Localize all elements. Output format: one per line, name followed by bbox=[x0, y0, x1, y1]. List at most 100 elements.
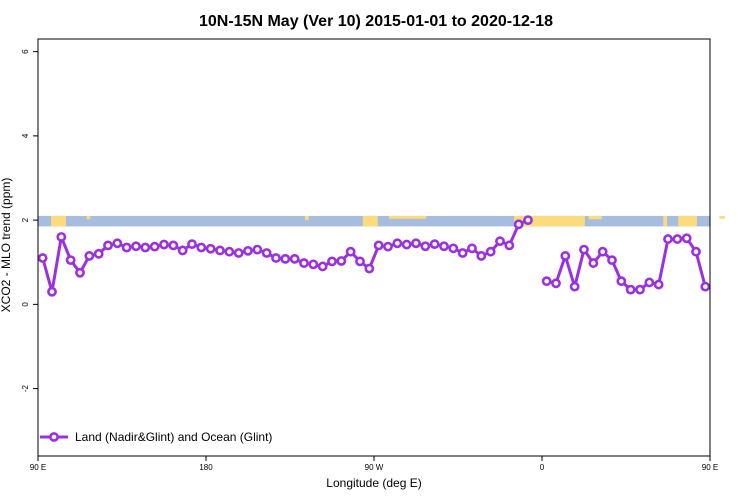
x-tick-label: 90 W bbox=[365, 463, 384, 472]
land-segment-4 bbox=[388, 215, 427, 219]
data-point bbox=[308, 259, 319, 270]
data-point bbox=[579, 244, 589, 255]
data-point bbox=[103, 240, 113, 251]
data-point bbox=[196, 242, 207, 253]
x-tick-label: 0 bbox=[540, 463, 545, 472]
x-tick-label: 180 bbox=[199, 463, 213, 472]
y-axis: 6 4 2 0 -2 bbox=[21, 49, 38, 392]
data-point bbox=[691, 246, 701, 257]
data-point bbox=[75, 267, 85, 278]
data-point bbox=[37, 253, 48, 263]
data-point bbox=[168, 240, 179, 251]
data-point bbox=[317, 261, 328, 272]
y-axis-label: XCO2 - MLO trend (ppm) bbox=[0, 178, 13, 313]
x-axis: 90 E 180 90 W 0 90 E bbox=[30, 456, 718, 472]
data-point bbox=[280, 253, 291, 264]
data-point bbox=[597, 246, 608, 257]
data-point bbox=[252, 244, 263, 255]
data-point bbox=[299, 258, 309, 268]
x-axis-label: Longitude (deg E) bbox=[326, 476, 421, 490]
legend-label: Land (Nadir&Glint) and Ocean (Glint) bbox=[75, 430, 272, 444]
data-point bbox=[327, 256, 337, 267]
data-point bbox=[495, 236, 505, 247]
data-point bbox=[271, 253, 281, 263]
data-point bbox=[700, 281, 711, 292]
data-point bbox=[467, 243, 477, 254]
data-point bbox=[485, 246, 496, 257]
x-tick-label: 90 E bbox=[702, 463, 718, 472]
legend: Land (Nadir&Glint) and Ocean (Glint) bbox=[40, 430, 272, 444]
data-point bbox=[364, 263, 375, 274]
data-point bbox=[392, 238, 403, 249]
data-point bbox=[653, 279, 664, 290]
land-segment-0 bbox=[51, 215, 66, 227]
data-point bbox=[373, 240, 384, 251]
y-tick-label: 2 bbox=[21, 217, 30, 222]
land-segment-9 bbox=[719, 215, 725, 219]
data-point bbox=[672, 234, 683, 244]
y-tick-label: 0 bbox=[21, 302, 30, 307]
data-point bbox=[607, 255, 617, 266]
data-point bbox=[224, 246, 235, 257]
x-tick-label: 90 E bbox=[30, 463, 46, 472]
data-point bbox=[504, 240, 515, 251]
data-point bbox=[513, 219, 524, 230]
data-point bbox=[541, 276, 552, 287]
data-point bbox=[588, 258, 599, 268]
data-point bbox=[233, 248, 244, 258]
data-point bbox=[523, 215, 533, 226]
y-tick-label: 4 bbox=[21, 133, 30, 138]
land-segment-5 bbox=[514, 215, 585, 227]
data-point bbox=[411, 238, 421, 249]
data-point bbox=[131, 241, 141, 252]
data-point bbox=[289, 253, 300, 264]
data-point bbox=[93, 248, 104, 259]
data-point bbox=[243, 245, 253, 256]
data-point bbox=[84, 251, 95, 261]
y-tick-label: 6 bbox=[21, 49, 30, 54]
data-point bbox=[448, 243, 459, 254]
data-point bbox=[56, 232, 67, 242]
data-point bbox=[159, 239, 169, 250]
data-point bbox=[644, 277, 655, 288]
data-point bbox=[439, 241, 449, 252]
data-point bbox=[616, 276, 627, 287]
data-point bbox=[551, 278, 561, 289]
land-segment-2 bbox=[304, 215, 309, 221]
data-point bbox=[121, 242, 132, 253]
land-segment-3 bbox=[362, 215, 378, 227]
data-point bbox=[47, 286, 57, 297]
legend-marker-swatch bbox=[49, 432, 59, 442]
land-segment-7 bbox=[663, 215, 668, 227]
data-point bbox=[681, 233, 692, 244]
data-point bbox=[65, 255, 76, 266]
data-point bbox=[112, 238, 123, 249]
data-point bbox=[336, 256, 347, 266]
data-point bbox=[177, 245, 188, 256]
data-point bbox=[429, 239, 440, 250]
data-point bbox=[205, 243, 216, 254]
data-point bbox=[420, 241, 431, 252]
land-segment-8 bbox=[678, 215, 697, 227]
data-point bbox=[187, 239, 197, 250]
data-point bbox=[149, 241, 160, 252]
series-layer bbox=[37, 215, 711, 297]
data-point bbox=[635, 284, 645, 295]
data-point bbox=[345, 246, 356, 257]
land-segment-1 bbox=[86, 215, 91, 220]
data-point bbox=[663, 234, 673, 244]
data-point bbox=[625, 284, 636, 295]
data-point bbox=[560, 251, 571, 261]
data-point bbox=[140, 242, 151, 253]
data-point bbox=[215, 245, 225, 256]
data-point bbox=[355, 256, 365, 267]
data-point bbox=[476, 251, 487, 261]
data-point bbox=[261, 248, 272, 258]
chart-title: 10N-15N May (Ver 10) 2015-01-01 to 2020-… bbox=[199, 13, 553, 30]
land-segment-6 bbox=[588, 215, 602, 220]
land-ocean-band bbox=[38, 215, 725, 227]
data-point bbox=[457, 248, 468, 258]
y-tick-label: -2 bbox=[21, 385, 30, 393]
data-point bbox=[383, 241, 393, 252]
